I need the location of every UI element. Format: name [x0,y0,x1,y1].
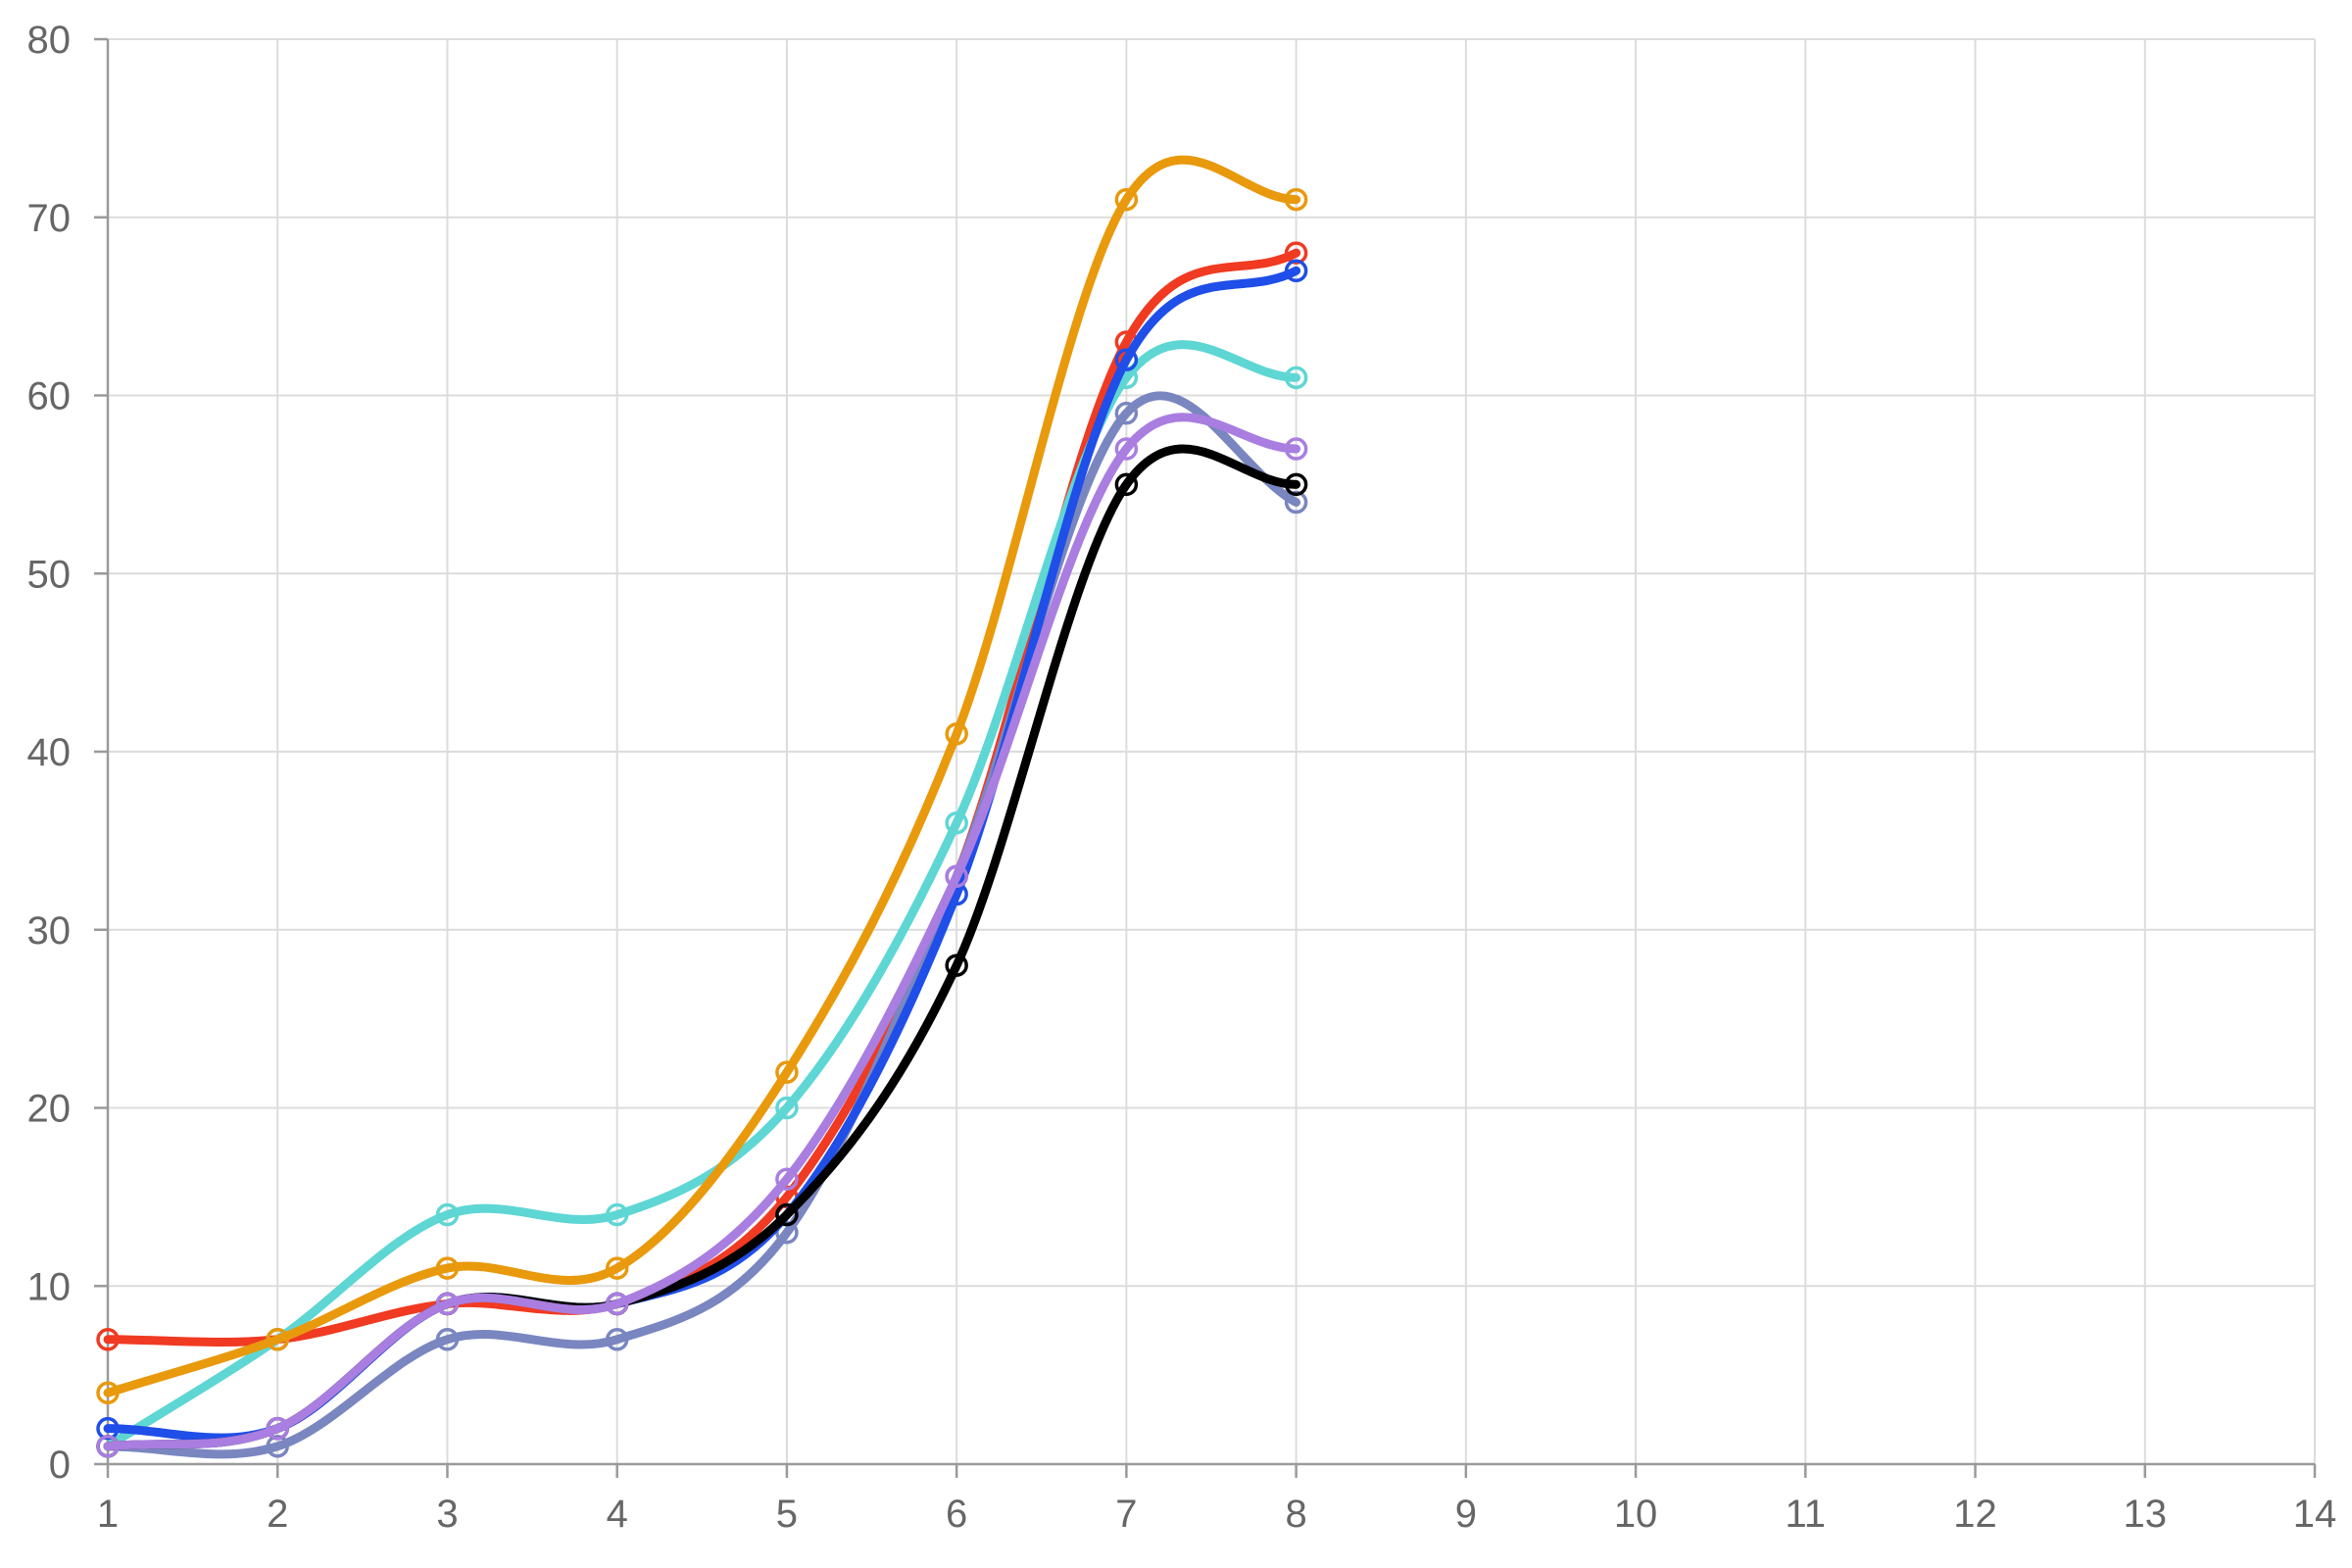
axes [94,37,2317,1478]
x-tick-label: 12 [1953,1493,1997,1536]
data-point[interactable] [605,1256,629,1280]
data-point[interactable] [1114,348,1139,371]
data-point[interactable] [96,1328,120,1351]
series-line [103,444,1301,1451]
y-tick-label: 40 [27,731,72,774]
x-tick-label: 8 [1285,1493,1306,1536]
series-4 [96,391,1308,1459]
grid [108,38,2316,1464]
y-tick-label: 80 [27,19,72,62]
series-line [103,413,1301,1451]
data-point[interactable] [945,810,968,835]
data-point[interactable] [1284,437,1308,461]
x-tick-label: 10 [1614,1493,1658,1536]
x-tick-label: 7 [1115,1493,1137,1536]
x-tick-label: 1 [97,1493,119,1536]
data-point[interactable] [1114,472,1139,497]
data-point[interactable] [1114,187,1139,212]
series-line [103,248,1301,1347]
y-tick-label: 10 [27,1265,72,1308]
x-axis-tick-labels: 1 2 3 4 5 6 7 8 9 10 11 12 13 14 [97,1493,2336,1536]
data-point[interactable] [945,722,968,746]
data-point[interactable] [775,1220,799,1245]
data-point[interactable] [1284,490,1308,514]
y-axis-tick-labels: 0 10 20 30 40 50 60 70 80 [27,19,72,1487]
data-point[interactable] [435,1256,460,1280]
y-tick-label: 70 [27,197,72,240]
data-point[interactable] [435,1292,460,1316]
series-3 [96,155,1308,1405]
y-tick-label: 50 [27,553,72,596]
series-7 [96,413,1308,1458]
x-tick-label: 6 [946,1493,967,1536]
data-point[interactable] [1114,401,1139,425]
x-tick-label: 13 [2124,1493,2168,1536]
y-tick-label: 30 [27,909,72,953]
x-tick-label: 4 [607,1493,628,1536]
data-point[interactable] [435,1202,460,1227]
data-point[interactable] [1284,241,1308,265]
data-point[interactable] [1114,437,1139,461]
y-tick-label: 60 [27,375,72,418]
x-tick-label: 14 [2293,1493,2337,1536]
data-point[interactable] [1284,472,1308,497]
data-point[interactable] [1284,187,1308,212]
data-point[interactable] [266,1435,289,1458]
x-tick-label: 11 [1786,1493,1827,1536]
series-line [103,155,1301,1397]
series-layer [96,155,1308,1459]
x-tick-label: 2 [267,1493,288,1536]
data-point[interactable] [605,1202,629,1227]
data-point[interactable] [775,1060,799,1084]
x-tick-label: 5 [776,1493,798,1536]
x-tick-label: 3 [436,1493,458,1536]
data-point[interactable] [96,1435,120,1458]
data-point[interactable] [435,1328,460,1351]
data-point[interactable] [605,1328,629,1351]
data-point[interactable] [1284,259,1308,283]
x-tick-label: 9 [1455,1493,1477,1536]
series-line [103,391,1301,1459]
data-point[interactable] [96,1381,120,1405]
data-point[interactable] [266,1416,289,1441]
data-point[interactable] [945,954,968,977]
series-2 [96,340,1308,1458]
y-tick-label: 20 [27,1088,72,1131]
y-tick-label: 0 [49,1444,71,1487]
data-point[interactable] [775,1096,799,1120]
data-point[interactable] [775,1167,799,1191]
data-point[interactable] [775,1202,799,1227]
data-point[interactable] [266,1328,289,1351]
data-point[interactable] [1284,366,1308,390]
data-point[interactable] [945,864,968,888]
data-point[interactable] [605,1292,629,1316]
data-point[interactable] [96,1416,120,1441]
